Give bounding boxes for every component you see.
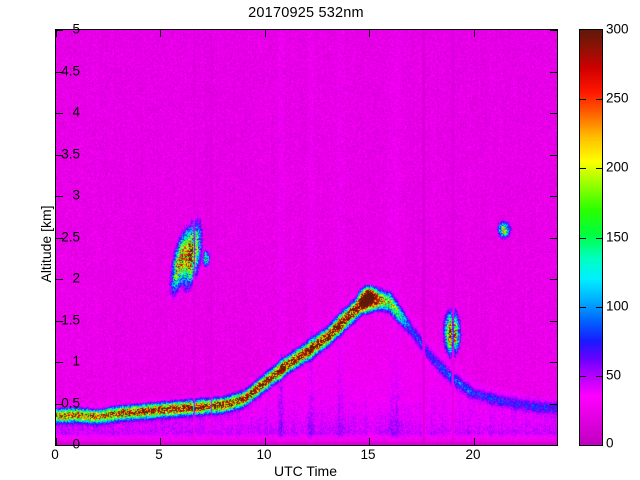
y-tick [56, 404, 63, 405]
x-tick-label: 20 [465, 447, 481, 462]
y-tick-right [550, 279, 557, 280]
plot-area[interactable] [55, 29, 558, 446]
x-tick-label: 10 [256, 447, 272, 462]
colorbar-gradient [580, 30, 602, 445]
colorbar-tick-right [596, 99, 602, 100]
x-tick-top [369, 30, 370, 37]
colorbar-tick-right [596, 307, 602, 308]
colorbar-tick [580, 168, 586, 169]
y-tick [56, 113, 63, 114]
y-tick-right [550, 155, 557, 156]
y-tick-right [550, 238, 557, 239]
y-tick-label: 3.5 [61, 146, 80, 162]
x-tick-label: 0 [51, 447, 59, 462]
y-tick [56, 321, 63, 322]
colorbar-tick-right [596, 238, 602, 239]
colorbar-tick [580, 238, 586, 239]
y-tick [56, 155, 63, 156]
y-tick-right [550, 321, 557, 322]
x-tick [160, 438, 161, 445]
x-axis-title: UTC Time [274, 463, 337, 479]
colorbar-tick-right [596, 168, 602, 169]
x-tick-label: 5 [155, 447, 163, 462]
y-tick-label: 4.5 [61, 63, 80, 79]
colorbar-tick [580, 307, 586, 308]
y-tick-label: 3 [72, 187, 80, 203]
y-tick-label: 2 [72, 270, 80, 286]
x-tick [265, 438, 266, 445]
x-tick-top [160, 30, 161, 37]
colorbar-tick [580, 99, 586, 100]
x-tick-label: 15 [360, 447, 376, 462]
y-tick-right [550, 72, 557, 73]
y-tick [56, 279, 63, 280]
colorbar-tick-right [596, 376, 602, 377]
y-tick-label: 4 [72, 104, 80, 120]
y-tick-right [550, 404, 557, 405]
colorbar-tick-label: 0 [606, 435, 614, 451]
colorbar-tick [580, 376, 586, 377]
x-tick-top [474, 30, 475, 37]
y-tick-right [550, 196, 557, 197]
y-tick-label: 0 [72, 436, 80, 452]
x-tick-top [56, 30, 57, 37]
colorbar-tick-label: 50 [606, 367, 622, 383]
colorbar[interactable] [579, 29, 603, 446]
y-tick [56, 30, 63, 31]
y-tick-right [550, 445, 557, 446]
colorbar-tick-label: 250 [606, 90, 629, 106]
x-tick [369, 438, 370, 445]
x-tick [474, 438, 475, 445]
y-tick-right [550, 113, 557, 114]
y-tick-label: 5 [72, 21, 80, 37]
heatmap-image [56, 30, 557, 445]
y-tick [56, 72, 63, 73]
y-tick-label: 2.5 [61, 229, 80, 245]
y-tick-right [550, 362, 557, 363]
x-tick-top [265, 30, 266, 37]
y-tick [56, 196, 63, 197]
y-tick-right [550, 30, 557, 31]
y-tick [56, 362, 63, 363]
y-tick-label: 1 [72, 353, 80, 369]
colorbar-tick-label: 200 [606, 159, 629, 175]
x-tick [56, 438, 57, 445]
colorbar-tick-label: 300 [606, 21, 629, 37]
y-axis-title: Altitude [km] [38, 205, 54, 283]
chart-title: 20170925 532nm [248, 5, 364, 21]
y-tick-label: 1.5 [61, 312, 80, 328]
y-tick-label: 0.5 [61, 395, 80, 411]
colorbar-tick-label: 150 [606, 229, 629, 245]
y-tick [56, 238, 63, 239]
colorbar-tick-label: 100 [606, 298, 629, 314]
